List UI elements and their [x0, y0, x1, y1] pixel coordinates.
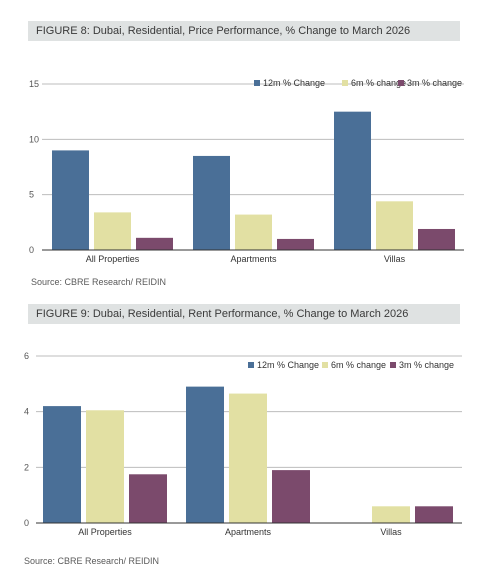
rent-bar-apartments-12m — [186, 386, 224, 523]
rent-legend-swatch-12m — [248, 362, 254, 368]
price-legend-swatch-3m — [398, 80, 404, 86]
price-legend-label-12m: 12m % Change — [263, 78, 325, 88]
rent-bar-villas-6m — [372, 506, 410, 523]
price-bar-villas-3m — [418, 228, 455, 250]
figure-9-source: Source: CBRE Research/ REIDIN — [24, 556, 160, 566]
rent-ytick-6: 6 — [24, 351, 29, 361]
rent-legend-swatch-6m — [322, 362, 328, 368]
figure-8-source: Source: CBRE Research/ REIDIN — [31, 277, 167, 287]
rent-category-all-properties: All Properties — [78, 527, 132, 537]
price-ytick-15: 15 — [29, 79, 39, 89]
figure-8-title: FIGURE 8: Dubai, Residential, Price Perf… — [28, 21, 460, 41]
price-ytick-5: 5 — [29, 190, 34, 200]
figure-9-title: FIGURE 9: Dubai, Residential, Rent Perfo… — [28, 304, 460, 324]
rent-ytick-4: 4 — [24, 407, 29, 417]
rent-bar-villas-3m — [415, 506, 453, 523]
price-bar-villas-6m — [376, 201, 413, 250]
rent-bar-apartments-3m — [272, 470, 310, 523]
rent-bar-all-properties-3m — [129, 474, 167, 523]
price-bar-villas-12m — [334, 111, 371, 250]
price-ytick-10: 10 — [29, 134, 39, 144]
price-legend-label-3m: 3m % change — [407, 78, 462, 88]
rent-legend-swatch-3m — [390, 362, 396, 368]
rent-category-villas: Villas — [380, 527, 402, 537]
price-ytick-0: 0 — [29, 245, 34, 255]
price-bar-all-properties-12m — [52, 150, 89, 250]
rent-category-apartments: Apartments — [225, 527, 272, 537]
rent-legend-label-3m: 3m % change — [399, 360, 454, 370]
price-legend-swatch-12m — [254, 80, 260, 86]
price-legend-swatch-6m — [342, 80, 348, 86]
rent-legend-label-12m: 12m % Change — [257, 360, 319, 370]
price-bar-all-properties-6m — [94, 212, 131, 250]
price-bar-apartments-6m — [235, 214, 272, 250]
price-bar-apartments-12m — [193, 155, 230, 250]
price-category-all-properties: All Properties — [86, 254, 140, 264]
price-performance-chart: 15 10 5 0 All Properties Apartments Villas 12m … — [29, 78, 464, 264]
price-bar-all-properties-3m — [136, 237, 173, 250]
price-category-apartments: Apartments — [230, 254, 277, 264]
rent-legend-label-6m: 6m % change — [331, 360, 386, 370]
price-bar-apartments-3m — [277, 238, 314, 250]
rent-performance-chart: 6 4 2 0 All Properties Apartments Villas 12m % … — [24, 351, 462, 537]
rent-ytick-2: 2 — [24, 462, 29, 472]
rent-bar-all-properties-12m — [43, 406, 81, 523]
price-legend-label-6m: 6m % change — [351, 78, 406, 88]
rent-ytick-0: 0 — [24, 518, 29, 528]
rent-bar-apartments-6m — [229, 393, 267, 523]
rent-bar-all-properties-6m — [86, 410, 124, 523]
price-category-villas: Villas — [384, 254, 406, 264]
